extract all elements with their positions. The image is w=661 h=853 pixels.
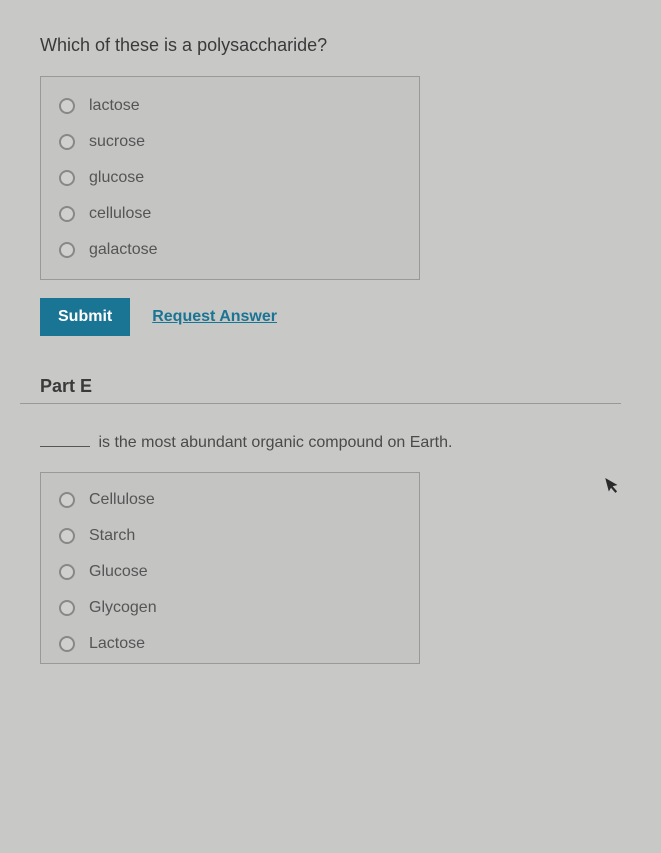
part-e-question: is the most abundant organic compound on…: [40, 434, 621, 452]
option-label: galactose: [89, 241, 158, 259]
part-e-header: Part E: [20, 376, 621, 404]
question-1-section: Which of these is a polysaccharide? lact…: [40, 35, 621, 336]
option-label: Cellulose: [89, 491, 155, 509]
radio-icon[interactable]: [59, 170, 75, 186]
option-glycogen[interactable]: Glycogen: [59, 599, 401, 617]
option-cellulose-e[interactable]: Cellulose: [59, 491, 401, 509]
option-lactose[interactable]: lactose: [59, 97, 401, 115]
question-1-options: lactose sucrose glucose cellulose galact…: [40, 76, 420, 280]
option-starch[interactable]: Starch: [59, 527, 401, 545]
option-label: glucose: [89, 169, 144, 187]
part-e-options: Cellulose Starch Glucose Glycogen Lactos…: [40, 472, 420, 664]
option-glucose-e[interactable]: Glucose: [59, 563, 401, 581]
option-cellulose[interactable]: cellulose: [59, 205, 401, 223]
question-suffix: is the most abundant organic compound on…: [94, 434, 452, 451]
radio-icon[interactable]: [59, 134, 75, 150]
option-label: Starch: [89, 527, 135, 545]
option-label: sucrose: [89, 133, 145, 151]
option-label: Glycogen: [89, 599, 157, 617]
option-label: Glucose: [89, 563, 148, 581]
radio-icon[interactable]: [59, 600, 75, 616]
option-label: Lactose: [89, 635, 145, 653]
radio-icon[interactable]: [59, 564, 75, 580]
radio-icon[interactable]: [59, 636, 75, 652]
request-answer-link[interactable]: Request Answer: [152, 308, 277, 326]
radio-icon[interactable]: [59, 528, 75, 544]
radio-icon[interactable]: [59, 206, 75, 222]
part-e-section: Part E is the most abundant organic comp…: [40, 376, 621, 664]
option-label: cellulose: [89, 205, 151, 223]
option-glucose[interactable]: glucose: [59, 169, 401, 187]
radio-icon[interactable]: [59, 98, 75, 114]
option-label: lactose: [89, 97, 140, 115]
option-lactose-e[interactable]: Lactose: [59, 635, 401, 653]
radio-icon[interactable]: [59, 242, 75, 258]
option-galactose[interactable]: galactose: [59, 241, 401, 259]
option-sucrose[interactable]: sucrose: [59, 133, 401, 151]
button-row: Submit Request Answer: [40, 298, 621, 336]
question-1-text: Which of these is a polysaccharide?: [40, 35, 621, 56]
blank-line: [40, 446, 90, 447]
radio-icon[interactable]: [59, 492, 75, 508]
submit-button[interactable]: Submit: [40, 298, 130, 336]
